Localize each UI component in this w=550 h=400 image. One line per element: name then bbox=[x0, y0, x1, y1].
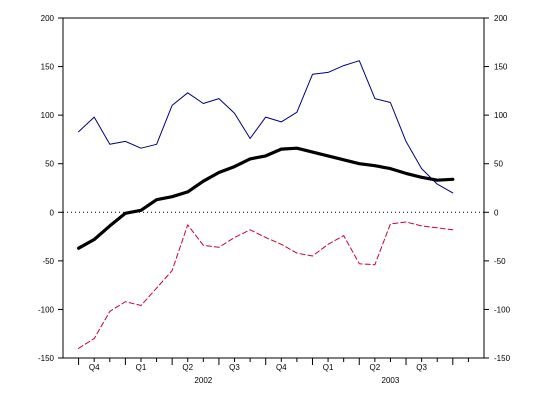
y-tick-label-left: -100 bbox=[38, 305, 55, 314]
x-quarter-label: Q1 bbox=[323, 363, 334, 372]
x-quarter-label: Q4 bbox=[276, 363, 287, 372]
y-tick-label-left: 50 bbox=[45, 160, 54, 169]
x-quarter-label: Q2 bbox=[370, 363, 381, 372]
y-tick-label-right: 200 bbox=[494, 14, 508, 23]
y-tick-label-right: -100 bbox=[494, 305, 511, 314]
y-tick-label-right: 100 bbox=[494, 111, 508, 120]
series-group bbox=[76, 60, 455, 349]
x-year-label: 2003 bbox=[382, 376, 400, 385]
y-tick-label-right: -50 bbox=[494, 257, 506, 266]
series-line-1 bbox=[78, 60, 454, 194]
y-tick-label-right: 50 bbox=[494, 160, 503, 169]
x-axis: Q4 Q1 Q2 Q3 Q4 Q1 Q2 Q3 2002 2003 bbox=[78, 358, 469, 385]
y-tick-label-left: 100 bbox=[41, 111, 55, 120]
y-tick-label-left: 0 bbox=[50, 208, 55, 217]
x-quarter-label: Q3 bbox=[229, 363, 240, 372]
plot-frame bbox=[62, 17, 485, 359]
series-line-2 bbox=[76, 146, 455, 250]
y-tick-label-left: 200 bbox=[41, 14, 55, 23]
series-line-3 bbox=[78, 221, 454, 349]
x-quarter-label: Q1 bbox=[136, 363, 147, 372]
y-tick-label-right: 0 bbox=[494, 208, 499, 217]
y-tick-label-right: -150 bbox=[494, 354, 511, 363]
y-tick-label-left: -50 bbox=[42, 257, 54, 266]
y-tick-label-left: 150 bbox=[41, 63, 55, 72]
x-quarter-label: Q4 bbox=[89, 363, 100, 372]
x-quarter-label: Q2 bbox=[182, 363, 193, 372]
y-axis: 200 200 150 150 100 100 50 50 0 0 -50 -50 -100 -100 -1… bbox=[38, 14, 511, 363]
y-tick-label-left: -150 bbox=[38, 354, 55, 363]
y-tick-label-right: 150 bbox=[494, 63, 508, 72]
x-year-label: 2002 bbox=[194, 376, 212, 385]
x-quarter-label: Q3 bbox=[416, 363, 427, 372]
